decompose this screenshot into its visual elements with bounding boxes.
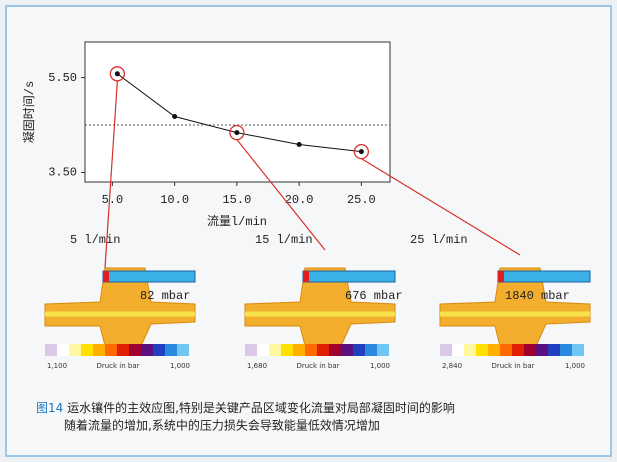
data-point xyxy=(234,130,240,136)
scale-min: 1,100 xyxy=(47,362,67,370)
panel-flow: 5 l/min xyxy=(70,233,120,247)
scale-max: 1,000 xyxy=(370,362,390,370)
x-tick-label: 25.0 xyxy=(347,193,376,207)
panel-pressure: 676 mbar xyxy=(345,289,403,303)
y-tick-label: 3.50 xyxy=(48,166,77,180)
x-tick-label: 20.0 xyxy=(285,193,314,207)
panel-flow: 25 l/min xyxy=(410,233,468,247)
connector-line xyxy=(236,139,326,251)
caption-text: 运水镶件的主效应图,特别是关键产品区域变化流量对局部凝固时间的影响 xyxy=(63,400,455,415)
figure-label: 图14 xyxy=(36,401,63,415)
panel-flow: 15 l/min xyxy=(255,233,313,247)
data-point xyxy=(172,114,178,120)
x-tick-label: 15.0 xyxy=(222,193,251,207)
y-axis-label: 凝固时间/s xyxy=(21,81,37,143)
data-point xyxy=(114,71,120,77)
scale-name: Druck in bar xyxy=(96,362,139,370)
data-point xyxy=(296,142,302,148)
scale-min: 2,840 xyxy=(442,362,462,370)
scale-max: 1,000 xyxy=(170,362,190,370)
panel-pressure: 1840 mbar xyxy=(505,289,570,303)
x-tick-label: 5.0 xyxy=(102,193,124,207)
caption-line: 随着流量的增加,系统中的压力损失会导致能量低效情况增加 xyxy=(64,418,380,433)
panel-pressure: 82 mbar xyxy=(140,289,190,303)
connector-line xyxy=(104,80,118,269)
connector-line xyxy=(361,158,521,256)
x-tick-label: 10.0 xyxy=(160,193,189,207)
scale-min: 1,680 xyxy=(247,362,267,370)
caption-line: 图14 运水镶件的主效应图,特别是关键产品区域变化流量对局部凝固时间的影响 xyxy=(36,400,455,415)
scale-max: 1,000 xyxy=(565,362,585,370)
x-axis-label: 流量l/min xyxy=(207,214,267,229)
data-point xyxy=(358,149,364,155)
scale-name: Druck in bar xyxy=(296,362,339,370)
plot-area xyxy=(84,41,391,183)
y-tick-label: 5.50 xyxy=(48,71,77,85)
scale-name: Druck in bar xyxy=(491,362,534,370)
